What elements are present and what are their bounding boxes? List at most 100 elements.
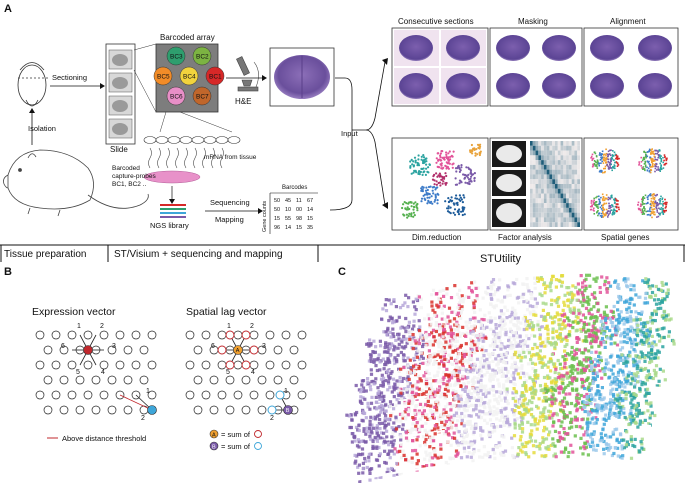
grid-spot: [185, 390, 195, 400]
grid-spot: [249, 330, 259, 340]
dimred-title: Dim.reduction: [412, 233, 461, 242]
barcode-spot: [166, 86, 186, 106]
grid-spot: [75, 405, 85, 415]
microscope-icon: [236, 56, 259, 92]
grid-spot: [83, 330, 93, 340]
edge-label: 2: [270, 415, 274, 422]
grid-spot: [147, 390, 157, 400]
grid-spot: [289, 345, 299, 355]
alignment-panel: [583, 27, 679, 107]
grid-spot: [297, 390, 307, 400]
stacked-sections-3d: [345, 273, 676, 483]
grid-spot: [193, 345, 203, 355]
mrna-strands: [148, 147, 224, 169]
consecutive-title: Consecutive sections: [398, 17, 474, 26]
matrix-cell: 98: [296, 216, 302, 222]
mrna-label: mRNA from tissue: [204, 154, 257, 161]
gene-counts-label: Gene counts: [262, 201, 268, 232]
grid-spot: [139, 345, 149, 355]
legend-b: B = sum of: [209, 441, 262, 451]
he-brain-section: [274, 55, 330, 99]
matrix-cell: 55: [285, 216, 291, 222]
spatial-lag-title: Spatial lag vector: [186, 306, 267, 318]
matrix-cell: 00: [296, 207, 302, 213]
neighbor-number: 4: [101, 369, 105, 376]
barcode-spot: [192, 86, 212, 106]
grid-spot: [193, 375, 203, 385]
edge-label: 2: [141, 415, 145, 422]
capture-label-3: BC1, BC2 ..: [112, 181, 147, 188]
barcode-spots: BC3 BC2 BC5 BC4 BC1 BC6 BC7: [153, 46, 225, 106]
neighbor-number: 3: [112, 343, 116, 350]
edge-label: 1: [284, 388, 288, 395]
legend-a: A = sum of: [209, 429, 262, 439]
grid-spot: [265, 390, 275, 400]
grid-spot: [241, 375, 251, 385]
grid-spot: [289, 375, 299, 385]
capture-label-2: capture-probes: [112, 173, 156, 180]
mapping-label: Mapping: [215, 215, 244, 224]
matrix-cell: 50: [274, 207, 280, 213]
matrix-cell: 10: [285, 207, 291, 213]
grid-spot: [201, 360, 211, 370]
grid-spot: [75, 375, 85, 385]
svg-text:A: A: [236, 348, 240, 354]
grid-spot: [225, 405, 235, 415]
slide-label: Slide: [110, 145, 128, 154]
grid-spot: [131, 330, 141, 340]
neighbor-number: 4: [251, 369, 255, 376]
grid-spot: [67, 330, 77, 340]
neighbor-number: 6: [211, 343, 215, 350]
grid-spot: [147, 360, 157, 370]
barcode-spot: [166, 46, 186, 66]
grid-spot: [209, 405, 219, 415]
matrix-cell: 15: [274, 216, 280, 222]
edge-spot: [147, 405, 157, 415]
grid-spot: [233, 330, 243, 340]
grid-spot: [91, 375, 101, 385]
grid-spot: [67, 360, 77, 370]
he-label: H&E: [235, 97, 251, 106]
grid-spot: [139, 375, 149, 385]
count-matrix: 50 45 11 67 50 10 00 14 15 55 98 15 96 14 15 35: [274, 198, 313, 231]
barcode-spot: [205, 66, 225, 86]
grid-spot: [297, 360, 307, 370]
factor-title: Factor analysis: [498, 233, 552, 242]
grid-spot: [233, 360, 243, 370]
grid-spot: [273, 375, 283, 385]
grid-spot: [147, 330, 157, 340]
grid-spot: [99, 390, 109, 400]
grid-spot: [51, 330, 61, 340]
grid-spot: [217, 360, 227, 370]
grid-spot: [233, 390, 243, 400]
grid-spot: [257, 375, 267, 385]
matrix-cell: 15: [296, 225, 302, 231]
ngs-reads: [160, 204, 186, 218]
grid-spot: [107, 405, 117, 415]
panel-letter-c: C: [338, 266, 346, 278]
spatial-genes-panel: [583, 137, 679, 231]
grid-spot: [83, 360, 93, 370]
st-visium-label: ST/Visium + sequencing and mapping: [114, 249, 283, 260]
grid-spot: [123, 405, 133, 415]
grid-spot: [273, 345, 283, 355]
ngs-label: NGS library: [150, 221, 189, 230]
svg-text:B: B: [286, 408, 290, 414]
matrix-cell: 50: [274, 198, 280, 204]
edge-label: 1: [146, 388, 150, 395]
grid-spot: [123, 345, 133, 355]
capture-label-1: Barcoded: [112, 165, 140, 172]
neighbor-number: 5: [76, 369, 80, 376]
barcode-spot-label: BC7: [196, 94, 209, 101]
expression-grid: [35, 330, 157, 415]
grid-spot: [115, 330, 125, 340]
grid-spot: [43, 345, 53, 355]
grid-spot: [201, 330, 211, 340]
svg-text:A: A: [212, 433, 216, 439]
grid-spot: [35, 390, 45, 400]
grid-spot: [59, 375, 69, 385]
grid-spot: [35, 330, 45, 340]
dim-reduction-panel: [391, 137, 489, 231]
grid-spot: [281, 330, 291, 340]
